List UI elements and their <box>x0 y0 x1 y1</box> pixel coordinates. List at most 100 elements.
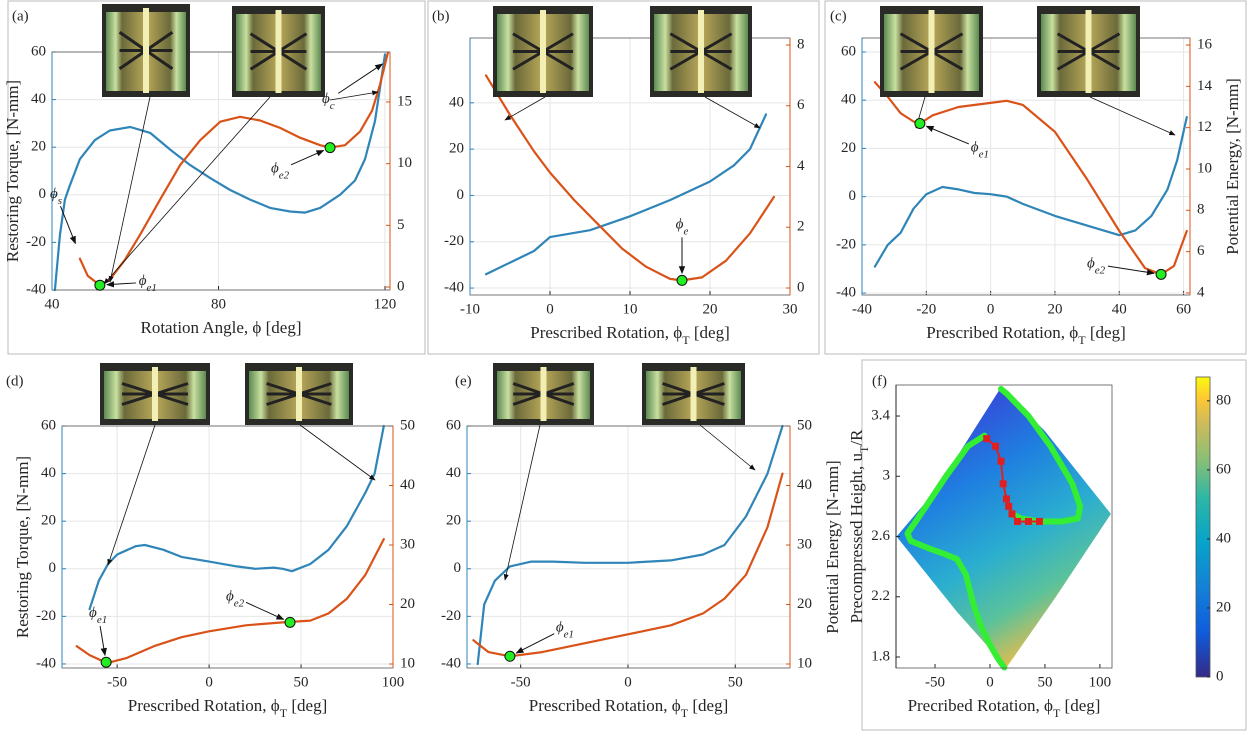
x-tick-label: 0 <box>986 674 994 690</box>
annotation-arrow <box>60 205 76 245</box>
y2-tick-label: 8 <box>1197 202 1205 218</box>
panel-label: (a) <box>12 8 29 24</box>
x-tick-label: -50 <box>925 674 945 690</box>
x-axis-label: Prescribed Rotation, ϕT [deg] <box>926 323 1125 347</box>
x-tick-label: 50 <box>294 674 309 690</box>
x-tick-label: -20 <box>916 301 936 317</box>
x-axis-label: Prescribed Rotation, ϕT [deg] <box>530 323 729 347</box>
y-tick-label: 40 <box>841 92 856 108</box>
photo-arrow <box>504 96 546 121</box>
y-tick-label: -20 <box>36 608 56 624</box>
annotation-arrow <box>99 625 107 657</box>
annotation-subscript: s <box>58 195 62 207</box>
panel-label: (f) <box>872 373 887 389</box>
y2-tick-label: 50 <box>400 417 415 433</box>
y-tick-label: -20 <box>441 608 461 624</box>
x-tick-label: 40 <box>45 296 60 312</box>
x-tick-label: 0 <box>205 674 213 690</box>
data-line <box>484 113 768 276</box>
y2-tick-label: 6 <box>1197 243 1205 259</box>
x-axis-label-part: [deg] <box>1086 323 1126 342</box>
y2-tick-label: 16 <box>1197 36 1213 52</box>
y-tick-label: 20 <box>841 140 856 156</box>
annotation-label: ϕe1 <box>89 606 107 626</box>
x-axis-label-part: Rotation Angle, ϕ [deg] <box>141 318 302 337</box>
equilibrium-point <box>284 616 296 628</box>
data-line <box>78 51 389 287</box>
x-axis-label-part: [deg] <box>287 696 327 715</box>
photo-disc <box>143 8 149 93</box>
y-tick-label: 20 <box>41 513 56 529</box>
x-tick-label: 50 <box>728 674 743 690</box>
annotation-subscript: e1 <box>97 614 107 626</box>
x-axis-label-part: Prescribed Rotation, ϕ <box>128 696 280 715</box>
y-tick-label: 60 <box>41 417 56 433</box>
x-tick-label: 60 <box>1176 301 1191 317</box>
annotation-subscript: e <box>683 225 688 237</box>
panel-label: (d) <box>6 373 24 389</box>
annotation-symbol: ϕ <box>271 161 279 177</box>
y2-tick-label: 20 <box>797 596 812 612</box>
annotation-label: ϕe1 <box>139 274 157 294</box>
equilibrium-point <box>1155 268 1167 280</box>
photo-arrow <box>103 96 271 285</box>
y2-axis-label: Potential Energy, [N-mm] <box>1223 78 1242 255</box>
photo-disc <box>540 10 546 93</box>
x-tick-label: 0 <box>546 301 554 317</box>
x-tick-label: 10 <box>623 301 638 317</box>
y-tick-label: 40 <box>446 465 461 481</box>
annotation-subscript: e1 <box>147 282 157 294</box>
y2-tick-label: 50 <box>797 417 812 433</box>
y2-tick-label: 14 <box>1197 78 1213 94</box>
y2-tick-label: 0 <box>397 278 405 294</box>
panel-frame <box>427 0 820 355</box>
y-tick-label: -40 <box>36 655 56 671</box>
data-point <box>1013 517 1021 525</box>
colorbar-tick-label: 80 <box>1216 392 1231 408</box>
y-tick-label: 0 <box>39 186 47 202</box>
data-point <box>1035 517 1043 525</box>
y-tick-label: 20 <box>31 139 46 155</box>
y-tick-label: -40 <box>26 281 46 297</box>
colorbar-tick-label: 0 <box>1216 668 1224 684</box>
annotation-subscript: e1 <box>564 628 574 640</box>
y2-tick-label: 10 <box>797 655 812 671</box>
y-tick-label: 60 <box>31 43 46 59</box>
annotation-symbol: ϕ <box>89 606 97 622</box>
y-tick-label: -40 <box>836 285 856 301</box>
y-axis-label-part: T <box>857 445 871 453</box>
photo-arrow <box>107 424 156 566</box>
x-tick-label: -50 <box>511 674 531 690</box>
axes-box <box>61 425 394 669</box>
x-tick-label: 50 <box>1037 674 1052 690</box>
y-tick-label: 20 <box>446 513 461 529</box>
x-tick-label: 100 <box>1089 674 1112 690</box>
equilibrium-point <box>504 650 516 662</box>
panel-frame <box>824 0 1247 355</box>
x-axis-label-part: [deg] <box>688 696 728 715</box>
annotation-subscript: c <box>330 100 335 112</box>
data-line <box>476 424 784 666</box>
y-axis-label-part: Precompressed Height, u <box>847 452 866 623</box>
x-axis-label-part: Prescribed Rotation, ϕ <box>529 696 681 715</box>
photo-disc <box>690 367 697 421</box>
y-tick-label: 2.2 <box>871 588 890 604</box>
y2-tick-label: 4 <box>797 158 805 174</box>
y2-axis-label-part: Potential Energy [N-mm] <box>823 460 842 633</box>
photo-disc <box>1085 10 1092 93</box>
panel-frame <box>861 359 1247 731</box>
photo-disc <box>275 10 282 93</box>
panel-frame <box>7 0 426 355</box>
annotation-label: ϕe <box>676 217 689 237</box>
x-tick-label: 20 <box>703 301 718 317</box>
y-tick-label: 60 <box>446 417 461 433</box>
y2-tick-label: 8 <box>797 36 805 52</box>
annotation-label: ϕs <box>50 186 62 206</box>
annotation-arrow <box>925 125 969 145</box>
y-tick-label: 0 <box>49 560 57 576</box>
equilibrium-point <box>324 142 336 154</box>
y-tick-label: 40 <box>449 94 464 110</box>
data-line <box>484 74 776 282</box>
annotation-symbol: ϕ <box>226 589 234 605</box>
